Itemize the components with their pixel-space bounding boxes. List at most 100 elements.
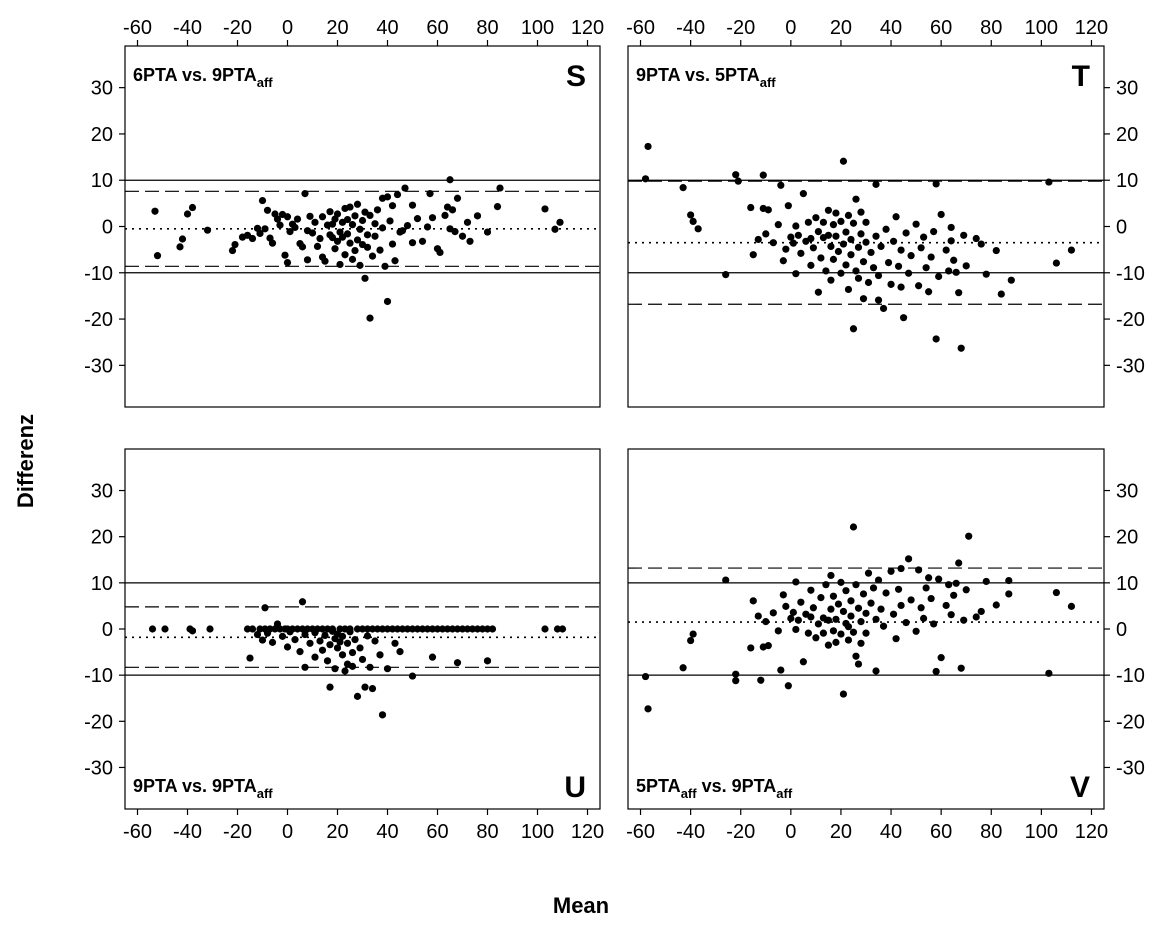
- x-axis-label: Mean: [552, 893, 610, 918]
- data-point: [947, 237, 955, 245]
- data-point: [952, 579, 960, 587]
- data-point: [433, 625, 442, 633]
- data-point: [356, 261, 364, 269]
- data-point: [303, 625, 312, 633]
- data-point: [388, 625, 397, 633]
- data-point: [887, 280, 895, 288]
- data-point: [872, 232, 880, 240]
- data-point: [922, 584, 930, 592]
- data-point: [333, 210, 342, 218]
- data-point: [1052, 588, 1060, 597]
- data-point: [754, 612, 762, 620]
- data-point: [925, 288, 933, 296]
- data-point: [839, 690, 848, 698]
- x-tick-label: -40: [173, 821, 202, 843]
- data-point: [932, 335, 940, 343]
- data-point: [897, 246, 905, 254]
- data-point: [343, 215, 352, 224]
- data-point: [849, 219, 858, 227]
- y-tick-label: -20: [1116, 309, 1145, 331]
- data-point: [957, 664, 965, 672]
- data-point: [288, 625, 297, 633]
- data-point: [383, 297, 392, 306]
- data-point: [386, 217, 394, 225]
- y-tick-label: -30: [84, 757, 113, 779]
- y-tick-label: -10: [1116, 665, 1145, 687]
- data-point: [373, 206, 382, 214]
- data-point: [972, 613, 980, 621]
- data-point: [782, 245, 790, 253]
- data-point: [762, 230, 770, 238]
- data-point: [258, 636, 267, 644]
- data-point: [293, 215, 302, 223]
- data-point: [346, 239, 354, 247]
- data-point: [291, 636, 299, 644]
- x-tick-label: 80: [980, 17, 1002, 39]
- panel-v: -60 -40 -20 0 20 40 60 80 100 120 -30 -20 -10 0 10 20 30…: [626, 448, 1145, 843]
- data-point: [689, 217, 697, 226]
- data-point: [428, 625, 437, 633]
- comparison-label-subscript: aff: [760, 75, 777, 90]
- data-point: [463, 625, 472, 633]
- data-point: [283, 213, 292, 221]
- data-point: [353, 625, 362, 633]
- plot-frame: [627, 448, 1105, 810]
- data-point: [824, 206, 833, 214]
- data-point: [383, 665, 392, 673]
- data-point: [927, 594, 935, 603]
- x-tick-label: -20: [726, 821, 755, 843]
- data-point: [859, 295, 868, 303]
- data-point: [902, 229, 910, 237]
- data-point: [892, 213, 900, 221]
- data-point: [378, 625, 387, 633]
- data-point: [358, 655, 367, 664]
- data-point: [466, 237, 474, 245]
- data-point: [363, 632, 372, 640]
- x-tick-label: 60: [426, 821, 448, 843]
- data-point: [749, 597, 757, 605]
- data-point: [689, 630, 697, 638]
- data-point: [769, 609, 777, 617]
- data-point: [992, 246, 1000, 255]
- data-point: [318, 625, 327, 633]
- panel-u: -60 -40 -20 0 20 40 60 80 100 120 -30 -20 -10 0 10 20 30…: [84, 448, 604, 843]
- data-point: [398, 227, 407, 235]
- data-point: [834, 600, 843, 608]
- data-point: [889, 237, 898, 245]
- data-point: [356, 225, 364, 233]
- y-tick-label: 0: [1116, 619, 1127, 641]
- data-point: [804, 629, 812, 637]
- data-point: [824, 641, 833, 649]
- data-point: [183, 210, 192, 218]
- data-point: [887, 567, 895, 575]
- data-point: [912, 220, 920, 228]
- data-point: [957, 344, 965, 352]
- x-tick-label: -20: [726, 17, 755, 39]
- x-tick-label: -20: [223, 821, 252, 843]
- data-point: [541, 205, 549, 213]
- data-point: [930, 227, 938, 236]
- data-point: [862, 629, 870, 637]
- data-point: [794, 231, 802, 239]
- data-point: [436, 248, 444, 257]
- data-point: [458, 625, 467, 633]
- data-point: [844, 636, 853, 644]
- data-point: [333, 644, 342, 652]
- data-point: [258, 196, 267, 205]
- data-point: [827, 242, 835, 251]
- data-point: [817, 594, 825, 602]
- data-point: [396, 648, 404, 656]
- data-point: [842, 587, 850, 595]
- data-point: [388, 240, 397, 248]
- data-point: [326, 683, 334, 691]
- data-point: [687, 211, 695, 219]
- data-point: [256, 625, 264, 633]
- data-point: [749, 251, 757, 259]
- data-point: [323, 657, 332, 665]
- data-point: [348, 255, 357, 263]
- y-tick-label: -10: [84, 665, 113, 687]
- data-point: [341, 667, 349, 675]
- data-point: [732, 677, 740, 685]
- data-point: [935, 272, 943, 281]
- data-point: [263, 206, 272, 214]
